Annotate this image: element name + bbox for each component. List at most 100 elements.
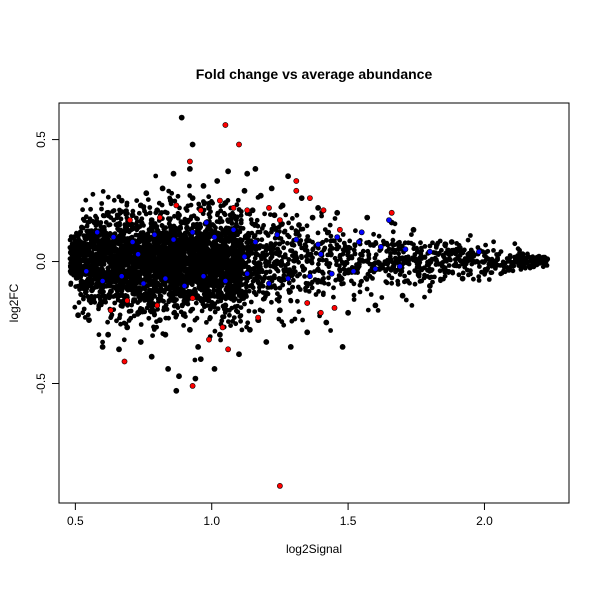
data-point	[134, 198, 140, 204]
data-point	[195, 296, 200, 301]
data-point	[176, 373, 182, 380]
data-point	[332, 238, 337, 244]
data-point	[109, 256, 115, 262]
chart-title: Fold change vs average abundance	[196, 66, 433, 82]
data-point	[294, 212, 300, 218]
data-point	[450, 269, 455, 275]
data-point	[452, 263, 458, 269]
data-point	[134, 215, 139, 221]
data-point	[241, 253, 248, 260]
data-point	[101, 299, 107, 305]
data-point	[260, 244, 266, 250]
data-point	[74, 230, 79, 236]
data-point	[285, 173, 291, 180]
data-point	[253, 262, 259, 267]
data-point	[256, 288, 262, 294]
data-point	[242, 301, 247, 307]
data-point	[101, 232, 107, 238]
data-point	[99, 201, 105, 206]
data-point	[296, 222, 302, 228]
data-point	[290, 277, 296, 283]
data-point	[426, 282, 433, 289]
data-point	[271, 283, 277, 288]
data-point	[377, 243, 384, 250]
data-point	[114, 318, 119, 324]
data-point	[179, 288, 185, 294]
data-point	[357, 257, 362, 262]
data-point	[320, 257, 326, 263]
data-point	[334, 234, 341, 240]
data-point	[209, 255, 215, 261]
data-point	[274, 231, 281, 238]
data-point	[188, 274, 194, 279]
data-point	[252, 239, 259, 245]
data-point	[244, 283, 250, 289]
data-point	[139, 261, 145, 266]
data-point	[204, 241, 210, 247]
data-point	[186, 239, 192, 245]
data-point	[466, 250, 472, 256]
data-point	[152, 269, 158, 275]
data-point	[96, 332, 102, 338]
data-point	[89, 258, 95, 264]
data-point	[286, 220, 291, 226]
data-point	[263, 270, 269, 276]
data-point	[390, 264, 395, 270]
data-point	[339, 343, 346, 350]
data-point	[281, 273, 287, 278]
data-point	[384, 280, 390, 286]
data-point	[304, 258, 310, 263]
data-point	[121, 252, 127, 258]
data-point	[118, 267, 123, 273]
data-point	[163, 225, 169, 231]
y-axis-label: log2FC	[7, 283, 21, 322]
data-point	[465, 237, 471, 243]
data-point	[198, 239, 204, 245]
data-point	[216, 331, 223, 338]
data-point	[215, 212, 220, 218]
data-point	[241, 187, 248, 194]
data-point	[245, 266, 251, 271]
data-point	[368, 242, 373, 248]
data-point	[170, 236, 177, 243]
data-point	[178, 277, 184, 283]
data-point	[136, 210, 142, 216]
data-point	[194, 230, 200, 236]
data-point	[296, 284, 301, 290]
data-point	[486, 256, 492, 262]
data-point	[418, 251, 424, 257]
data-point	[268, 185, 275, 192]
data-point	[227, 312, 232, 318]
data-point	[200, 259, 206, 264]
data-point	[219, 324, 226, 331]
data-point	[140, 254, 146, 260]
data-point	[337, 252, 343, 258]
data-point	[129, 302, 135, 308]
data-point	[248, 299, 254, 305]
data-point	[424, 262, 430, 268]
data-point	[353, 228, 358, 234]
data-point	[297, 241, 303, 247]
data-point	[269, 226, 275, 232]
data-point	[427, 288, 433, 294]
data-point	[149, 222, 155, 228]
data-point	[422, 255, 428, 260]
data-point	[116, 346, 122, 353]
data-point	[187, 183, 192, 189]
data-point	[287, 343, 294, 350]
data-point	[203, 283, 209, 289]
data-point	[218, 208, 224, 214]
data-point	[506, 265, 512, 272]
data-point	[425, 267, 430, 273]
data-point	[195, 343, 201, 350]
data-point	[288, 248, 293, 254]
data-point	[195, 216, 201, 222]
data-point	[76, 300, 82, 305]
data-point	[203, 250, 209, 256]
data-point	[105, 245, 111, 251]
data-point	[454, 241, 460, 246]
data-point	[106, 222, 112, 228]
data-point	[223, 294, 229, 300]
data-point	[304, 329, 311, 336]
data-point	[171, 261, 177, 267]
